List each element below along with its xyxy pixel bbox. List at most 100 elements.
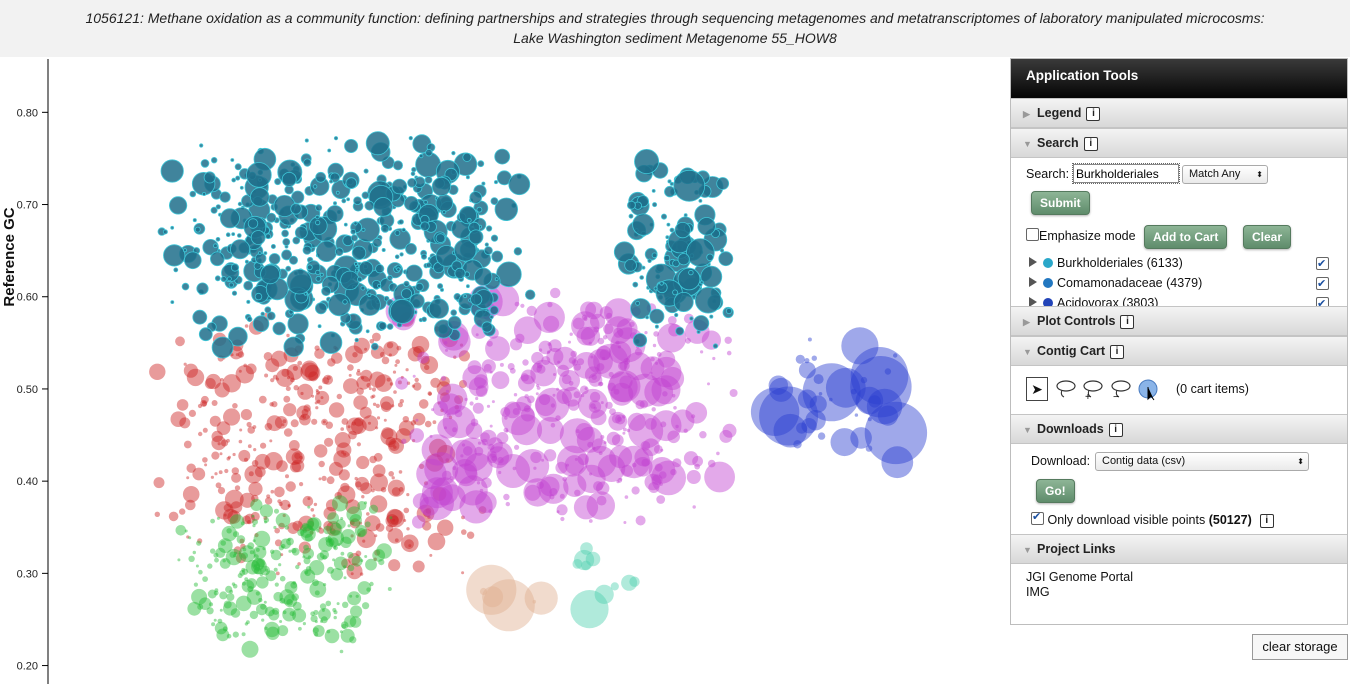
- contig-point[interactable]: [270, 549, 275, 554]
- contig-point[interactable]: [246, 421, 252, 428]
- contig-point[interactable]: [219, 452, 223, 456]
- contig-point[interactable]: [585, 551, 601, 567]
- contig-point[interactable]: [247, 586, 254, 592]
- contig-point[interactable]: [276, 377, 280, 381]
- contig-point[interactable]: [231, 472, 242, 483]
- contig-point[interactable]: [192, 309, 208, 325]
- contig-point[interactable]: [465, 422, 483, 440]
- contig-point[interactable]: [270, 378, 275, 383]
- contig-point[interactable]: [246, 316, 253, 323]
- contig-point[interactable]: [163, 244, 186, 267]
- go-button[interactable]: Go!: [1036, 479, 1075, 503]
- contig-point[interactable]: [271, 350, 288, 367]
- contig-point[interactable]: [590, 409, 607, 426]
- lasso-add-icon[interactable]: +: [1083, 380, 1103, 402]
- contig-point[interactable]: [264, 497, 273, 505]
- contig-point[interactable]: [291, 547, 297, 554]
- contig-point[interactable]: [368, 421, 371, 425]
- contig-point[interactable]: [210, 156, 218, 164]
- contig-point[interactable]: [219, 191, 231, 203]
- contig-point[interactable]: [287, 522, 300, 534]
- contig-point[interactable]: [298, 515, 314, 532]
- contig-point[interactable]: [611, 434, 624, 447]
- contig-point[interactable]: [360, 559, 364, 563]
- contig-point[interactable]: [182, 486, 200, 503]
- contig-point[interactable]: [577, 464, 606, 494]
- contig-point[interactable]: [412, 493, 429, 510]
- contig-point[interactable]: [479, 587, 488, 596]
- contig-point[interactable]: [188, 555, 195, 562]
- contig-point[interactable]: [585, 301, 603, 320]
- contig-point[interactable]: [556, 510, 560, 514]
- contig-point[interactable]: [291, 593, 300, 601]
- contig-point[interactable]: [505, 501, 510, 507]
- contig-point[interactable]: [558, 370, 581, 392]
- contig-point[interactable]: [416, 458, 447, 490]
- contig-point[interactable]: [355, 594, 359, 598]
- contig-point[interactable]: [223, 513, 227, 517]
- contig-point[interactable]: [699, 431, 707, 439]
- contig-point[interactable]: [312, 627, 319, 634]
- contig-point[interactable]: [633, 457, 653, 477]
- contig-point[interactable]: [850, 427, 872, 449]
- contig-point[interactable]: [547, 302, 553, 308]
- contig-point[interactable]: [587, 348, 613, 375]
- clear-button[interactable]: Clear: [1243, 225, 1292, 249]
- contig-point[interactable]: [235, 552, 247, 564]
- contig-point[interactable]: [239, 185, 244, 190]
- contig-point[interactable]: [424, 364, 430, 371]
- contig-point[interactable]: [656, 352, 662, 357]
- contig-point[interactable]: [231, 467, 239, 475]
- contig-point[interactable]: [280, 543, 286, 549]
- contig-point[interactable]: [333, 136, 339, 141]
- contig-point[interactable]: [452, 427, 458, 433]
- contig-point[interactable]: [304, 570, 309, 575]
- contig-point[interactable]: [485, 225, 493, 232]
- contig-point[interactable]: [302, 622, 306, 626]
- contig-point[interactable]: [489, 370, 493, 374]
- contig-point[interactable]: [246, 578, 257, 589]
- expand-triangle-icon[interactable]: [1029, 297, 1037, 307]
- contig-point[interactable]: [299, 524, 314, 538]
- contig-point[interactable]: [587, 441, 594, 448]
- contig-point[interactable]: [523, 478, 552, 507]
- contig-point[interactable]: [430, 477, 459, 506]
- contig-point[interactable]: [192, 550, 196, 555]
- contig-point[interactable]: [242, 515, 251, 525]
- contig-point[interactable]: [577, 358, 585, 366]
- contig-point[interactable]: [327, 566, 334, 574]
- contig-point[interactable]: [615, 340, 620, 345]
- contig-point[interactable]: [580, 326, 601, 346]
- contig-point[interactable]: [465, 284, 470, 289]
- contig-point[interactable]: [402, 416, 409, 423]
- contig-point[interactable]: [319, 272, 324, 277]
- contig-point[interactable]: [532, 363, 542, 373]
- contig-point[interactable]: [358, 261, 374, 276]
- contig-point[interactable]: [654, 324, 659, 329]
- contig-point[interactable]: [593, 481, 604, 492]
- contig-point[interactable]: [314, 345, 320, 351]
- contig-point[interactable]: [357, 368, 361, 373]
- contig-point[interactable]: [549, 494, 555, 500]
- contig-point[interactable]: [340, 482, 350, 493]
- contig-point[interactable]: [318, 528, 325, 534]
- contig-point[interactable]: [339, 630, 343, 634]
- plot-canvas[interactable]: 0.80 0.70 0.60 0.50 0.40 0.30 0.20 Reference G…: [0, 57, 1005, 684]
- contig-point[interactable]: [264, 306, 272, 314]
- contig-point[interactable]: [420, 356, 439, 374]
- contig-point[interactable]: [160, 159, 184, 183]
- contig-point[interactable]: [414, 377, 419, 383]
- contig-point[interactable]: [513, 316, 542, 345]
- contig-point[interactable]: [388, 353, 392, 357]
- contig-point[interactable]: [325, 536, 332, 543]
- contig-point[interactable]: [501, 401, 536, 436]
- contig-point[interactable]: [259, 572, 263, 577]
- contig-point[interactable]: [303, 544, 309, 551]
- contig-point[interactable]: [203, 171, 216, 184]
- contig-point[interactable]: [436, 381, 451, 396]
- contig-point[interactable]: [707, 459, 716, 468]
- contig-point[interactable]: [231, 177, 237, 183]
- contig-point[interactable]: [536, 417, 564, 444]
- contig-point[interactable]: [628, 413, 664, 449]
- contig-point[interactable]: [599, 349, 611, 360]
